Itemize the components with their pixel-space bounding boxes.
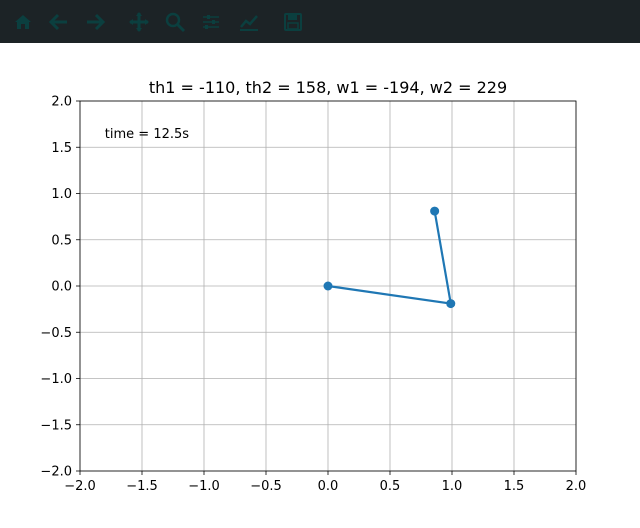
sliders-icon [203,15,219,29]
ticks: −2.0 −1.5 −1.0 −0.5 0.0 0.5 1.0 1.5 2.0 −2.0 −1.5 −… [40,95,586,495]
edit-axis-button[interactable] [236,9,262,35]
y-tick-label: −2.0 [40,465,72,480]
configure-subplots-button[interactable] [198,9,224,35]
x-tick-label: −1.0 [188,479,220,494]
arrow-left-icon [48,13,67,31]
series-layer [323,206,456,309]
y-tick-label: 1.5 [51,141,72,156]
move-icon [129,12,149,32]
home-icon [15,15,31,29]
y-tick-label: −0.5 [40,326,72,341]
x-tick-label: −0.5 [250,479,282,494]
y-tick-label: −1.0 [40,372,72,387]
figure-background [0,43,640,524]
figure: −2.0 −1.5 −1.0 −0.5 0.0 0.5 1.0 1.5 2.0 −2.0 −1.5 −… [0,43,640,524]
toolbar [0,0,640,43]
x-tick-label: 1.0 [442,479,463,494]
back-button[interactable] [46,9,72,35]
plot-canvas: −2.0 −1.5 −1.0 −0.5 0.0 0.5 1.0 1.5 2.0 −2.0 −1.5 −… [0,43,640,524]
save-button[interactable] [280,9,306,35]
pendulum-joint-marker [323,281,333,291]
x-tick-label: 0.0 [318,479,339,494]
x-tick-label: −2.0 [64,479,96,494]
x-tick-label: −1.5 [126,479,158,494]
y-tick-label: −1.5 [40,418,72,433]
x-tick-label: 0.5 [380,479,401,494]
chart-edit-icon [240,15,258,31]
x-tick-label: 1.5 [504,479,525,494]
pendulum-joint-marker [446,299,456,309]
forward-button[interactable] [82,9,108,35]
x-tick-label: 2.0 [566,479,587,494]
arrow-right-icon [87,13,106,31]
y-tick-label: 0.5 [51,233,72,248]
pan-button[interactable] [126,9,152,35]
zoom-button[interactable] [162,9,188,35]
y-tick-label: 2.0 [51,95,72,110]
time-annotation: time = 12.5s [105,127,189,142]
home-button[interactable] [10,9,36,35]
chart-title: th1 = -110, th2 = 158, w1 = -194, w2 = 2… [149,78,507,97]
floppy-disk-icon [284,13,302,31]
y-tick-label: 1.0 [51,187,72,202]
pendulum-joint-marker [430,206,440,216]
y-tick-label: 0.0 [51,280,72,295]
magnifier-icon [165,12,186,33]
